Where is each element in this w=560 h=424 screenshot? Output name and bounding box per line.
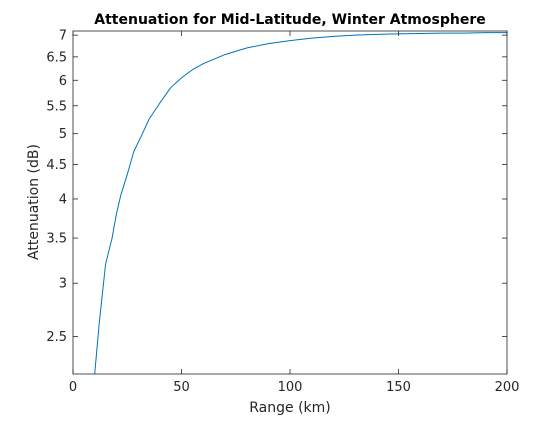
y-tick-label: 6 [59, 74, 67, 89]
series-line [94, 32, 507, 375]
y-axis-label: Attenuation (dB) [26, 144, 42, 260]
y-tick-label: 4.5 [46, 158, 67, 173]
x-tick-label: 200 [495, 380, 520, 395]
chart-title: Attenuation for Mid-Latitude, Winter Atm… [94, 12, 485, 28]
y-tick-label: 6.5 [46, 50, 67, 65]
x-tick-label: 100 [278, 380, 303, 395]
y-tick-label: 3 [59, 277, 67, 292]
y-axis-ticks: 2.5 3 3.5 4 4.5 5 5.5 6 6.5 7 [46, 29, 507, 345]
y-tick-label: 4 [59, 192, 67, 207]
plot-area [73, 31, 507, 374]
series-layer [94, 32, 507, 375]
y-tick-label: 7 [59, 29, 67, 44]
x-tick-label: 50 [173, 380, 190, 395]
x-tick-label: 0 [69, 380, 77, 395]
y-tick-label: 5.5 [46, 99, 67, 114]
y-tick-label: 2.5 [46, 330, 67, 345]
x-axis-ticks: 0 50 100 150 200 [69, 31, 520, 395]
x-tick-label: 150 [386, 380, 411, 395]
x-axis-label: Range (km) [249, 400, 331, 416]
y-tick-label: 5 [59, 127, 67, 142]
y-tick-label: 3.5 [46, 232, 67, 247]
